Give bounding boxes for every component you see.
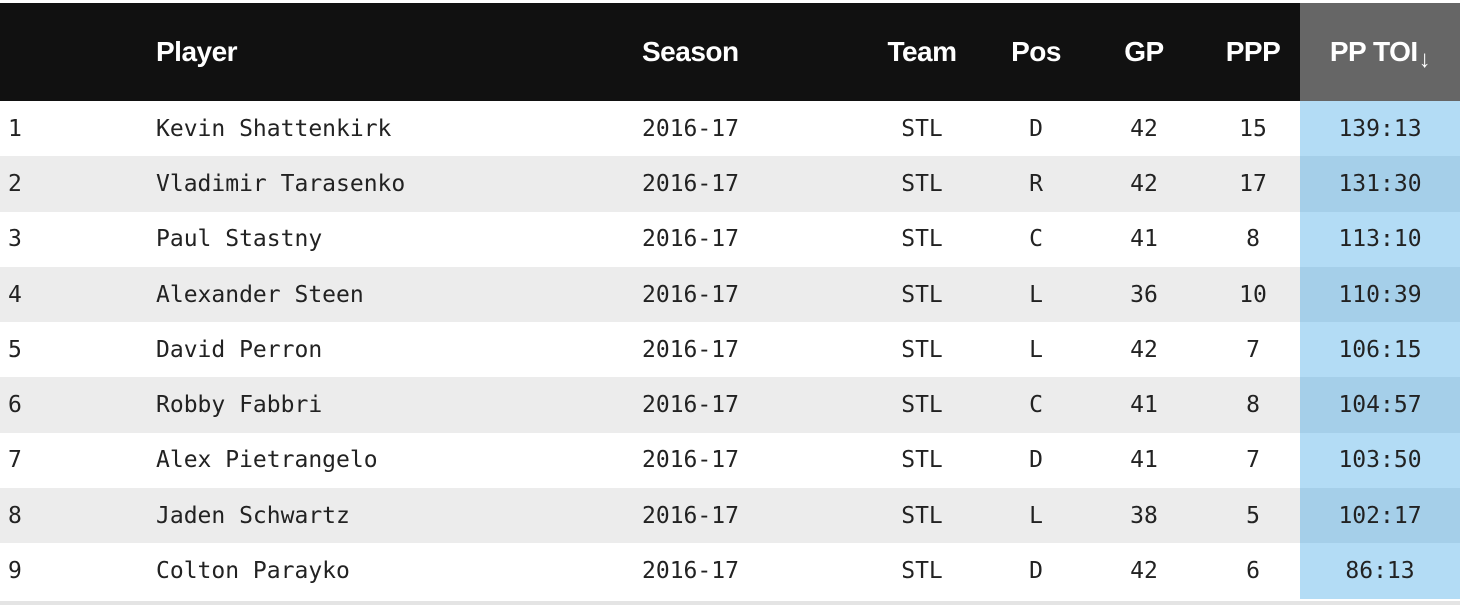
pptoi-column-header[interactable]: PP TOI↓ — [1300, 3, 1460, 101]
gp-column-header[interactable]: GP — [1124, 36, 1164, 67]
rank-cell: 4 — [8, 281, 22, 308]
player-cell[interactable]: Kevin Shattenkirk — [156, 115, 392, 142]
gp-cell: 42 — [1130, 336, 1158, 363]
season-cell: 2016-17 — [642, 558, 739, 585]
season-cell: 2016-17 — [642, 170, 739, 197]
rank-cell: 1 — [8, 115, 22, 142]
pptoi-cell: 113:10 — [1300, 211, 1460, 267]
player-cell[interactable]: Robby Fabbri — [156, 392, 323, 419]
gp-cell: 41 — [1130, 447, 1158, 474]
pptoi-cell: 139:13 — [1300, 101, 1460, 157]
table-row[interactable]: 4 Alexander Steen 2016-17 STL L 36 10 110:39 — [0, 266, 1460, 323]
table-header: Player Season Team Pos GP PPP PP TOI↓ — [0, 3, 1460, 101]
table-bottom-border — [0, 601, 1460, 605]
ppp-cell: 10 — [1239, 281, 1267, 308]
team-cell: STL — [901, 281, 943, 308]
pptoi-cell: 102:17 — [1300, 488, 1460, 544]
pos-cell: L — [1029, 281, 1043, 308]
rank-column-header — [0, 3, 154, 101]
season-cell: 2016-17 — [642, 226, 739, 253]
player-cell[interactable]: David Perron — [156, 336, 323, 363]
player-cell[interactable]: Paul Stastny — [156, 226, 323, 253]
player-cell[interactable]: Vladimir Tarasenko — [156, 170, 406, 197]
rank-cell: 3 — [8, 226, 22, 253]
pptoi-cell: 86:13 — [1300, 543, 1460, 599]
pptoi-cell: 131:30 — [1300, 156, 1460, 212]
season-cell: 2016-17 — [642, 115, 739, 142]
ppp-cell: 8 — [1246, 226, 1260, 253]
pos-cell: C — [1029, 392, 1043, 419]
team-cell: STL — [901, 115, 943, 142]
pos-cell: L — [1029, 502, 1043, 529]
table-row[interactable]: 7 Alex Pietrangelo 2016-17 STL D 41 7 103:50 — [0, 432, 1460, 489]
pptoi-cell: 104:57 — [1300, 377, 1460, 433]
ppp-cell: 7 — [1246, 447, 1260, 474]
sort-descending-icon: ↓ — [1418, 46, 1431, 73]
season-cell: 2016-17 — [642, 336, 739, 363]
pos-column-header[interactable]: Pos — [1011, 36, 1061, 67]
gp-cell: 42 — [1130, 170, 1158, 197]
pos-cell: D — [1029, 115, 1043, 142]
team-column-header[interactable]: Team — [887, 36, 957, 67]
team-cell: STL — [901, 502, 943, 529]
rank-cell: 8 — [8, 502, 22, 529]
table-row[interactable]: 5 David Perron 2016-17 STL L 42 7 106:15 — [0, 322, 1460, 378]
pos-cell: D — [1029, 447, 1043, 474]
rank-cell: 6 — [8, 392, 22, 419]
header-row: Player Season Team Pos GP PPP PP TOI↓ — [0, 3, 1460, 101]
gp-cell: 41 — [1130, 226, 1158, 253]
team-cell: STL — [901, 392, 943, 419]
player-column-header[interactable]: Player — [156, 36, 238, 67]
pos-cell: D — [1029, 558, 1043, 585]
pos-cell: L — [1029, 336, 1043, 363]
season-cell: 2016-17 — [642, 502, 739, 529]
team-cell: STL — [901, 170, 943, 197]
player-cell[interactable]: Jaden Schwartz — [156, 502, 350, 529]
player-cell[interactable]: Colton Parayko — [156, 558, 350, 585]
table-row[interactable]: 3 Paul Stastny 2016-17 STL C 41 8 113:10 — [0, 211, 1460, 267]
ppp-cell: 5 — [1246, 502, 1260, 529]
gp-cell: 38 — [1130, 502, 1158, 529]
table-body: 1 Kevin Shattenkirk 2016-17 STL D 42 15 139:13 2… — [0, 101, 1460, 599]
season-cell: 2016-17 — [642, 392, 739, 419]
ppp-cell: 15 — [1239, 115, 1267, 142]
season-cell: 2016-17 — [642, 281, 739, 308]
gp-cell: 36 — [1130, 281, 1158, 308]
ppp-cell: 17 — [1239, 170, 1267, 197]
table-row[interactable]: 8 Jaden Schwartz 2016-17 STL L 38 5 102:17 — [0, 488, 1460, 544]
rank-cell: 7 — [8, 447, 22, 474]
player-stats-table: Player Season Team Pos GP PPP PP TOI↓ 1 K… — [0, 3, 1460, 599]
player-cell[interactable]: Alexander Steen — [156, 281, 364, 308]
ppp-column-header[interactable]: PPP — [1225, 36, 1281, 67]
pptoi-header-label: PP TOI — [1329, 36, 1418, 67]
rank-cell: 9 — [8, 558, 22, 585]
player-cell[interactable]: Alex Pietrangelo — [156, 447, 378, 474]
team-cell: STL — [901, 226, 943, 253]
gp-cell: 41 — [1130, 392, 1158, 419]
team-cell: STL — [901, 447, 943, 474]
team-cell: STL — [901, 558, 943, 585]
pptoi-cell: 106:15 — [1300, 322, 1460, 378]
pos-cell: R — [1029, 170, 1043, 197]
pptoi-cell: 103:50 — [1300, 432, 1460, 489]
table-row[interactable]: 9 Colton Parayko 2016-17 STL D 42 6 86:13 — [0, 543, 1460, 599]
ppp-cell: 8 — [1246, 392, 1260, 419]
pptoi-cell: 110:39 — [1300, 266, 1460, 323]
team-cell: STL — [901, 336, 943, 363]
gp-cell: 42 — [1130, 558, 1158, 585]
ppp-cell: 7 — [1246, 336, 1260, 363]
pos-cell: C — [1029, 226, 1043, 253]
rank-cell: 5 — [8, 336, 22, 363]
table-row[interactable]: 1 Kevin Shattenkirk 2016-17 STL D 42 15 139:13 — [0, 101, 1460, 157]
season-column-header[interactable]: Season — [642, 36, 739, 67]
ppp-cell: 6 — [1246, 558, 1260, 585]
rank-cell: 2 — [8, 170, 22, 197]
table-row[interactable]: 6 Robby Fabbri 2016-17 STL C 41 8 104:57 — [0, 377, 1460, 433]
season-cell: 2016-17 — [642, 447, 739, 474]
table-row[interactable]: 2 Vladimir Tarasenko 2016-17 STL R 42 17 131:30 — [0, 156, 1460, 212]
gp-cell: 42 — [1130, 115, 1158, 142]
